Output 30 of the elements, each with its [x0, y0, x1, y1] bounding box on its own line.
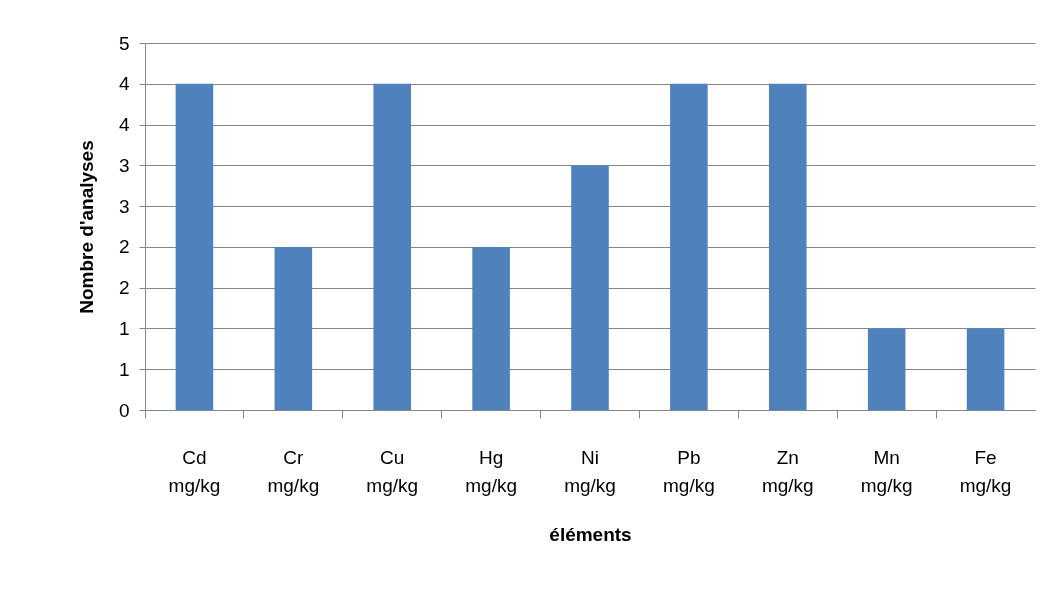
x-axis-title: éléments: [549, 523, 632, 545]
bar: [867, 328, 906, 410]
y-tick-label: 3: [118, 154, 130, 176]
y-tick-label: 2: [118, 236, 130, 258]
bar: [670, 83, 708, 410]
y-tick-label: 1: [118, 358, 130, 380]
bar: [768, 83, 807, 410]
bar: [175, 83, 214, 410]
y-tick-label: 5: [118, 32, 130, 54]
x-tick-label: Cd mg/kg: [168, 446, 221, 496]
x-tick-label: Cr mg/kg: [267, 446, 320, 496]
bar: [472, 246, 510, 410]
x-tick-label: Pb mg/kg: [663, 446, 715, 496]
x-tick-label: Ni mg/kg: [564, 446, 616, 496]
y-tick-label: 1: [118, 317, 130, 339]
y-tick-label: 3: [118, 195, 130, 217]
y-tick-label: 2: [118, 277, 130, 299]
bar: [571, 165, 609, 410]
y-tick-label: 0: [118, 399, 130, 421]
y-axis-title: Nombre d'analyses: [75, 140, 97, 314]
x-tick-label: Cu mg/kg: [366, 446, 419, 496]
bar: [966, 328, 1005, 410]
x-tick-label: Hg mg/kg: [465, 446, 517, 496]
x-tick-label: Zn mg/kg: [761, 446, 814, 496]
x-tick-label: Mn mg/kg: [860, 446, 913, 496]
bar: [274, 246, 313, 410]
bar: [373, 83, 412, 410]
x-tick-label: Fe mg/kg: [959, 446, 1012, 496]
y-tick-label: 4: [118, 114, 130, 136]
y-tick-label: 4: [118, 73, 130, 95]
